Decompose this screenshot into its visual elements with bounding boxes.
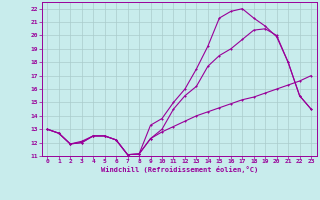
X-axis label: Windchill (Refroidissement éolien,°C): Windchill (Refroidissement éolien,°C) (100, 166, 258, 173)
